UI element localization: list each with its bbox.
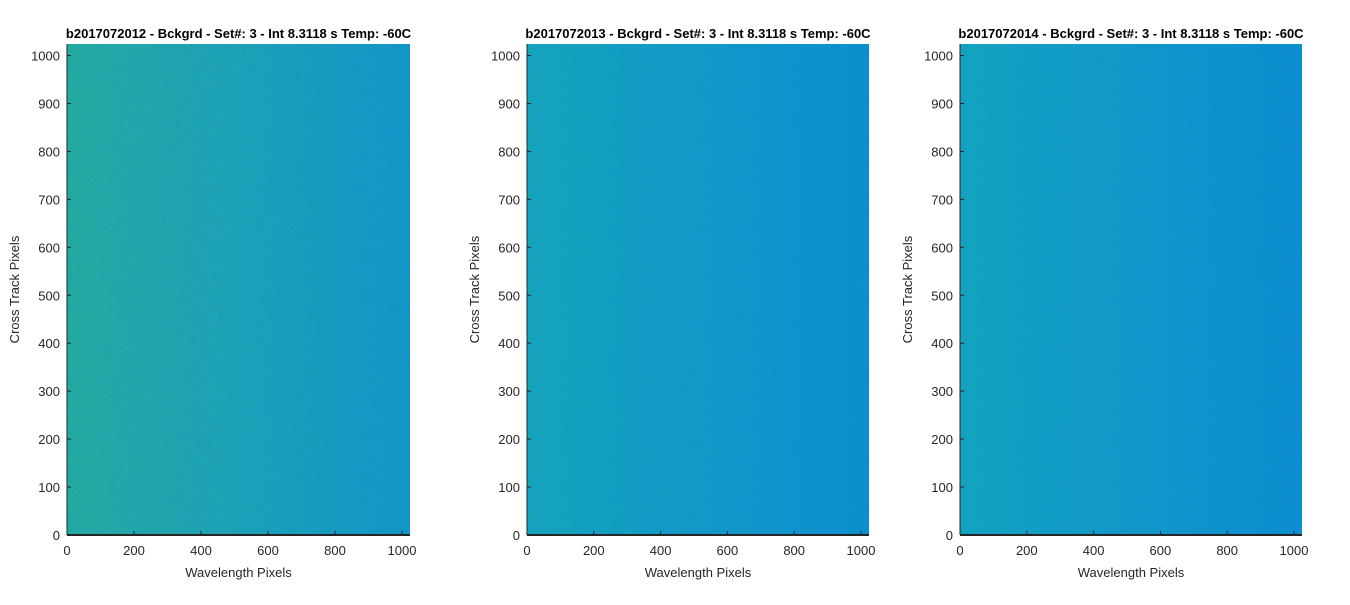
y-tick-label: 500	[931, 288, 953, 303]
x-axis-label: Wavelength Pixels	[1078, 565, 1185, 580]
y-axis-label: Cross Track Pixels	[900, 235, 915, 343]
y-tick-label: 800	[38, 144, 60, 159]
x-tick-label: 0	[63, 543, 70, 558]
y-tick-label: 100	[931, 480, 953, 495]
x-axis-label: Wavelength Pixels	[185, 565, 292, 580]
y-tick-label: 1000	[924, 49, 953, 64]
chart-title: b2017072013 - Bckgrd - Set#: 3 - Int 8.3…	[525, 26, 871, 41]
y-tick-label: 100	[38, 480, 60, 495]
y-tick-label: 800	[498, 144, 520, 159]
x-tick-label: 600	[257, 543, 279, 558]
x-tick-label: 800	[1216, 543, 1238, 558]
y-tick-label: 500	[38, 288, 60, 303]
y-tick-label: 100	[498, 480, 520, 495]
y-tick-label: 900	[38, 96, 60, 111]
y-tick-label: 400	[931, 336, 953, 351]
y-tick-label: 400	[38, 336, 60, 351]
y-tick-label: 600	[931, 240, 953, 255]
y-tick-label: 700	[931, 192, 953, 207]
y-tick-label: 700	[498, 192, 520, 207]
y-tick-label: 300	[38, 384, 60, 399]
y-axis-label: Cross Track Pixels	[7, 235, 22, 343]
y-axis-label: Cross Track Pixels	[467, 235, 482, 343]
y-tick-label: 0	[946, 528, 953, 543]
y-tick-label: 600	[498, 240, 520, 255]
x-tick-label: 600	[1150, 543, 1172, 558]
heatmap-noise	[960, 44, 1302, 535]
y-tick-label: 900	[498, 96, 520, 111]
chart-title: b2017072014 - Bckgrd - Set#: 3 - Int 8.3…	[958, 26, 1304, 41]
y-tick-label: 0	[513, 528, 520, 543]
x-tick-label: 1000	[388, 543, 417, 558]
chart-panel-2: 0 200 400 600 800 1000 0 100 200 300 400 500 600 700 8…	[467, 26, 875, 580]
x-tick-label: 800	[783, 543, 805, 558]
chart-panel-1: 0 200 400 600 800 1000 0 100 200 300 400 500 600 700 8…	[7, 26, 416, 580]
x-tick-label: 200	[1016, 543, 1038, 558]
y-tick-label: 600	[38, 240, 60, 255]
heatmap-noise	[527, 44, 869, 535]
x-tick-label: 200	[123, 543, 145, 558]
x-tick-label: 400	[190, 543, 212, 558]
x-tick-label: 400	[1083, 543, 1105, 558]
y-tick-label: 200	[38, 432, 60, 447]
y-tick-label: 1000	[31, 49, 60, 64]
y-tick-label: 500	[498, 288, 520, 303]
x-axis-label: Wavelength Pixels	[645, 565, 752, 580]
y-tick-label: 1000	[491, 49, 520, 64]
x-tick-label: 1000	[847, 543, 876, 558]
y-tick-label: 700	[38, 192, 60, 207]
x-tick-label: 800	[324, 543, 346, 558]
x-tick-label: 400	[650, 543, 672, 558]
x-tick-label: 600	[717, 543, 739, 558]
heatmap-noise	[67, 44, 410, 535]
y-tick-label: 0	[53, 528, 60, 543]
y-tick-label: 200	[931, 432, 953, 447]
y-tick-label: 800	[931, 144, 953, 159]
y-tick-label: 900	[931, 96, 953, 111]
x-tick-label: 0	[523, 543, 530, 558]
x-tick-label: 1000	[1280, 543, 1309, 558]
chart-panel-3: 0 200 400 600 800 1000 0 100 200 300 400 500 600 700 8…	[900, 26, 1308, 580]
y-tick-label: 300	[498, 384, 520, 399]
y-tick-label: 400	[498, 336, 520, 351]
y-tick-label: 300	[931, 384, 953, 399]
y-tick-label: 200	[498, 432, 520, 447]
chart-title: b2017072012 - Bckgrd - Set#: 3 - Int 8.3…	[66, 26, 412, 41]
x-tick-label: 0	[956, 543, 963, 558]
x-tick-label: 200	[583, 543, 605, 558]
